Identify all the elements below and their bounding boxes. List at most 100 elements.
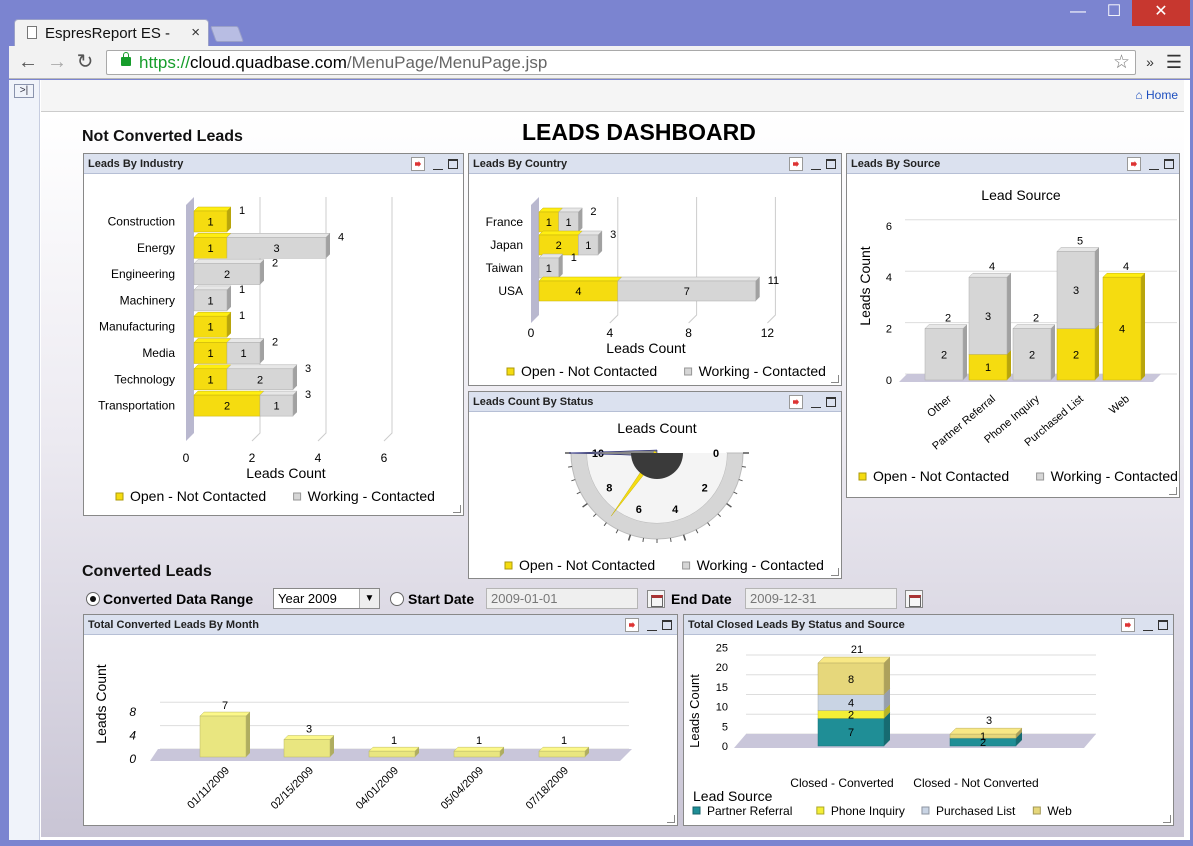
bar-value-label: 1 — [391, 735, 397, 747]
bar-segment — [968, 354, 1008, 381]
bar-value-label: 1 — [546, 217, 552, 229]
export-icon[interactable] — [1121, 618, 1135, 632]
minimize-window-button[interactable]: — — [1070, 3, 1086, 20]
minimize-icon[interactable] — [811, 394, 821, 408]
legend-swatch-1 — [682, 561, 691, 570]
bar-segment-top — [968, 272, 1012, 278]
chevron-down-icon: ▼ — [359, 589, 379, 608]
x-axis-label: Leads Count — [246, 465, 326, 481]
minimize-icon[interactable] — [1149, 156, 1159, 170]
resize-handle[interactable] — [1163, 815, 1171, 823]
bar-value-label: 2 — [1073, 349, 1079, 361]
maximize-icon[interactable] — [1158, 620, 1168, 630]
bar-value-label: 3 — [273, 243, 279, 255]
close-window-button[interactable]: ✕ — [1132, 0, 1190, 26]
panel-closed: Total Closed Leads By Status and Source … — [683, 614, 1174, 826]
gauge-tick-label: 2 — [702, 483, 708, 495]
bar-side — [330, 735, 334, 757]
export-icon[interactable] — [1127, 157, 1141, 171]
maximize-icon[interactable] — [448, 159, 458, 169]
panel-industry: Leads By Industry 0 2 4 6 Leads Count Constru… — [83, 153, 464, 516]
resize-handle[interactable] — [1169, 487, 1177, 495]
document-icon — [27, 26, 37, 39]
bar-total-label: 1 — [239, 310, 245, 322]
address-bar[interactable]: https://cloud.quadbase.com/MenuPage/Menu… — [106, 50, 1136, 75]
bar-segment-top — [577, 230, 603, 236]
minimize-icon[interactable] — [433, 156, 443, 170]
category-label: Japan — [490, 238, 523, 252]
forward-arrow-icon[interactable]: → — [47, 51, 67, 73]
export-icon[interactable] — [789, 395, 803, 409]
reload-icon[interactable]: ↻ — [76, 51, 94, 73]
bar — [283, 739, 331, 758]
legend-swatch-2 — [921, 806, 930, 815]
bar-segment — [193, 263, 261, 285]
maximize-icon[interactable] — [826, 159, 836, 169]
legend-label-0: Open - Not Contacted — [519, 557, 655, 573]
bar-segment-top — [558, 207, 584, 213]
maximize-window-button[interactable]: ☐ — [1106, 3, 1122, 20]
end-date-field[interactable]: 2009-12-31 — [745, 588, 897, 609]
category-label: Other — [925, 393, 954, 420]
panel-header: Total Closed Leads By Status and Source — [684, 615, 1173, 635]
start-date-field[interactable]: 2009-01-01 — [486, 588, 638, 609]
chart-title: Lead Source — [981, 187, 1061, 203]
year-select[interactable]: Year 2009 ▼ — [273, 588, 380, 609]
grid-line — [609, 197, 619, 324]
start-date-radio[interactable] — [390, 592, 404, 606]
converted-range-radio[interactable] — [86, 592, 100, 606]
panel-header: Leads By Source — [847, 154, 1179, 174]
browser-tab[interactable]: EspresReport ES - × — [14, 19, 209, 46]
minimize-icon[interactable] — [647, 617, 657, 631]
export-icon[interactable] — [789, 157, 803, 171]
bar-segment-top — [617, 276, 761, 282]
close-tab-icon[interactable]: × — [191, 24, 200, 41]
resize-handle[interactable] — [453, 505, 461, 513]
start-calendar-icon[interactable] — [647, 590, 665, 608]
resize-handle[interactable] — [667, 815, 675, 823]
gauge-tick-label: 6 — [636, 504, 642, 516]
bar-value-label: 2 — [980, 737, 986, 749]
export-icon[interactable] — [625, 618, 639, 632]
sidebar-toggle-icon[interactable]: >| — [14, 84, 34, 98]
bar-segment — [1012, 328, 1052, 381]
back-arrow-icon[interactable]: ← — [18, 51, 38, 73]
legend-label-2: Purchased List — [936, 804, 1016, 818]
maximize-icon[interactable] — [662, 620, 672, 630]
extensions-overflow-button[interactable]: » — [1146, 54, 1154, 70]
bookmark-star-icon[interactable]: ☆ — [1112, 52, 1130, 73]
bar-segment-top — [817, 656, 891, 664]
export-icon[interactable] — [411, 157, 425, 171]
bar-segment-top — [924, 324, 968, 329]
resize-handle[interactable] — [831, 375, 839, 383]
panel-title: Leads By Source — [851, 158, 941, 170]
gauge-tick — [738, 479, 743, 482]
gauge-tick — [717, 513, 721, 517]
maximize-icon[interactable] — [826, 397, 836, 407]
bar-top — [368, 746, 420, 752]
category-label: 04/01/2009 — [354, 765, 401, 812]
new-tab-button[interactable] — [210, 26, 244, 42]
bar-value-label: 1 — [207, 243, 213, 255]
x-tick-label: 0 — [183, 451, 190, 465]
minimize-icon[interactable] — [1143, 617, 1153, 631]
bar-segment-top — [193, 311, 232, 317]
y-tick-label: 10 — [716, 702, 728, 714]
minimize-icon[interactable] — [811, 156, 821, 170]
bar-segment — [1056, 328, 1096, 381]
gauge-tick — [593, 513, 597, 517]
grid-line — [317, 197, 327, 442]
bar-segment-top — [193, 390, 265, 396]
maximize-icon[interactable] — [1164, 159, 1174, 169]
status-gauge: Leads Count1086420Open - Not ContactedWo… — [504, 420, 824, 573]
resize-handle[interactable] — [831, 568, 839, 576]
month-chart: 0 4 8 Leads Count 7 01/11/2009 3 02/15/2009 1 04/… — [93, 664, 632, 812]
home-link[interactable]: ⌂ Home — [1135, 88, 1178, 102]
bar-segment-side — [558, 254, 563, 278]
axis-wall — [531, 197, 539, 323]
menu-icon[interactable]: ☰ — [1165, 52, 1183, 72]
gauge-tick-label: 8 — [606, 483, 612, 495]
end-calendar-icon[interactable] — [905, 590, 923, 608]
panel-title: Leads Count By Status — [473, 396, 594, 408]
bar-total-label: 1 — [571, 252, 577, 264]
